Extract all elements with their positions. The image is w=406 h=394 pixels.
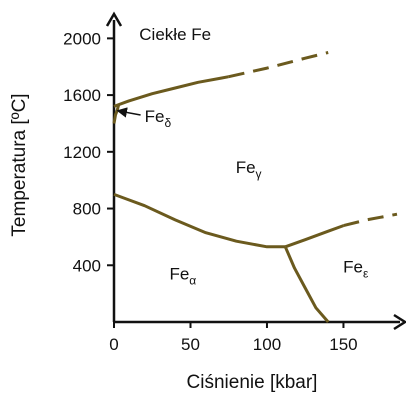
annotation-label-base: Fe [145,107,165,126]
region-label-base: Fe [236,158,256,177]
region-label-sub: α [189,273,196,287]
annotation-label: Feδ [145,107,172,130]
y-axis-arrow [105,11,123,27]
phase-boundaries [112,51,398,323]
x-tick-label-3: 150 [329,335,357,354]
series-alpha-epsilon [283,246,330,323]
series-liquidus-dashed [228,51,329,79]
annotation-arrow [116,107,141,118]
series-liquidus-solid [113,75,229,108]
y-tick-label-4: 2000 [63,29,101,48]
region-label-base: Fe [343,257,363,276]
region-label-base: Fe [169,264,189,283]
axes [105,11,406,331]
region-label-liquid: Ciekłe Fe [139,25,211,44]
x-axis-title: Ciśnienie [kbar] [187,372,318,393]
series-gamma-epsilon-solid [284,224,345,249]
x-axis-arrow [393,313,406,331]
ticks: 0 50 100 150 400 800 1200 1600 2000 [63,29,357,354]
series-alpha-gamma [113,192,286,249]
region-label-epsilon: Feε [343,257,369,280]
annotation: Feδ [116,107,172,130]
region-label-sub: γ [256,167,262,181]
region-label-alpha: Feα [169,264,196,287]
series-gamma-epsilon-dashed [343,212,398,228]
region-label-gamma: Feγ [236,158,262,181]
y-tick-label-2: 1200 [63,143,101,162]
region-label-sub: ε [363,266,369,280]
annotation-label-sub: δ [164,116,171,130]
x-tick-label-1: 50 [181,335,200,354]
x-tick-label-2: 100 [253,335,281,354]
y-tick-label-1: 800 [73,200,101,219]
x-tick-label-0: 0 [109,335,118,354]
y-tick-label-3: 1600 [63,86,101,105]
y-tick-label-0: 400 [73,256,101,275]
y-axis-title: Temperatura [ºC] [9,93,30,236]
